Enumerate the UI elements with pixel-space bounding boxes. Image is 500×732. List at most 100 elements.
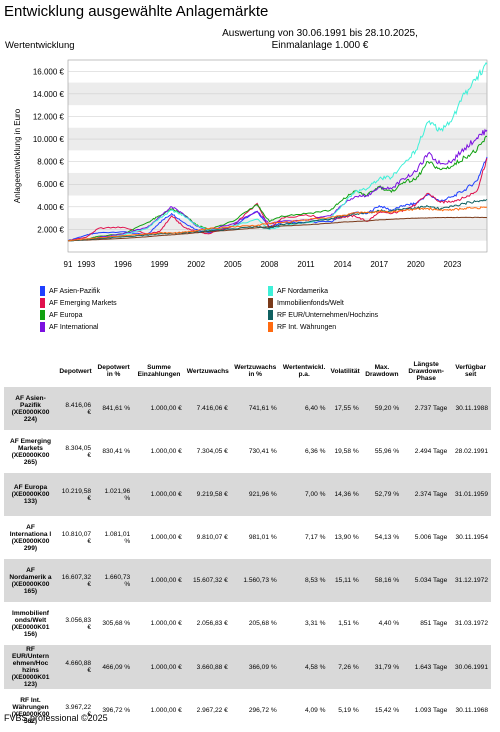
x-tick-label: 1993	[77, 260, 95, 269]
column-header: Depotwert in %	[97, 364, 130, 378]
table-cell: 7,26 %	[328, 645, 362, 689]
column-header: Wertentwickl. p.a.	[282, 364, 326, 378]
x-tick-label: 2011	[297, 260, 315, 269]
table-cell: 921,96 %	[230, 473, 280, 516]
series-line-2	[67, 135, 488, 242]
table-header-row: Depotwert Depotwert in % Summe Einzahlunge…	[4, 355, 491, 387]
column-header: Depotwert	[59, 367, 92, 375]
table-cell: 9.219,58 €	[184, 473, 231, 516]
table-cell: 1.643 Tage	[402, 645, 451, 689]
table-cell: 30.06.1991	[450, 645, 491, 689]
table-cell: 1.021,96 %	[94, 473, 134, 516]
y-tick-label: 14.000 €	[33, 90, 65, 99]
table-cell: 16.607,32 €	[57, 559, 95, 602]
performance-table: Depotwert Depotwert in % Summe Einzahlunge…	[4, 355, 491, 732]
column-header: Wertzuwachs in %	[234, 364, 277, 378]
column-header	[4, 355, 57, 387]
series-line-1	[67, 158, 488, 242]
table-cell: 1.660,73 %	[94, 559, 134, 602]
legend-label: RF EUR/Unternehmen/Hochzins	[277, 311, 379, 319]
table-cell: 10.219,58 €	[57, 473, 95, 516]
legend-label: AF Asien-Pazifik	[49, 287, 100, 295]
table-cell: 55,96 %	[374, 448, 400, 455]
table-cell: 7,17 %	[305, 534, 326, 541]
legend-item: AF Asien-Pazifik	[40, 286, 100, 296]
table-cell: 2.494 Tage	[414, 448, 448, 455]
table-cell: 1.000,00 €	[133, 559, 185, 602]
table-cell: 1.000,00 €	[150, 620, 182, 627]
table-cell: 19,58 %	[334, 448, 359, 455]
table-cell: 30.11.1954	[455, 534, 488, 541]
column-header: Volatilität	[330, 367, 360, 375]
table-cell: 2.056,83 €	[196, 620, 228, 627]
table-cell: 31.01.1959	[450, 473, 491, 516]
table-cell: 5.034 Tage	[402, 559, 451, 602]
table-cell: 59,20 %	[361, 387, 403, 430]
table-cell: 9.810,07 €	[196, 534, 228, 541]
x-tick-label: 2014	[334, 260, 352, 269]
legend-item: AF Emerging Markets	[40, 298, 117, 308]
legend-label: AF Europa	[49, 311, 83, 319]
table-row: RF Int. Währungen (XE0000K00 562) 3.967,2…	[4, 689, 491, 732]
plot-border	[67, 59, 488, 253]
legend-swatch	[268, 298, 273, 308]
table-cell: 6,40 %	[279, 387, 329, 430]
table-cell: 1.000,00 €	[133, 645, 185, 689]
series-line-6	[67, 198, 488, 242]
table-cell: 5.006 Tage	[414, 534, 448, 541]
legend-label: Immobilienfonds/Welt	[277, 299, 344, 307]
table-row: RF EUR/Untern ehmen/Hoc hzins (XE0000K01…	[4, 645, 491, 689]
table-cell: 7.304,05 €	[196, 448, 228, 455]
table-row: AF Emerging Markets (XE0000K00 265) 8.304…	[4, 430, 491, 473]
table-cell: 10.810,07 €	[61, 530, 92, 545]
table-cell: 3.967,22 €	[65, 703, 92, 718]
row-header: Immobilienf onds/Welt (XE0000K01 156)	[11, 609, 50, 638]
y-tick-label: 10.000 €	[33, 135, 65, 144]
y-tick-label: 6.000 €	[37, 180, 64, 189]
legend-label: AF Emerging Markets	[49, 299, 117, 307]
y-tick-label: 8.000 €	[37, 158, 64, 167]
table-body: AF Asien-Pazifik (XE0000K00 224) 8.416,06…	[4, 387, 491, 732]
table-cell: 31.12.1972	[450, 559, 491, 602]
legend-label: AF International	[49, 323, 99, 331]
table-cell: 52,79 %	[361, 473, 403, 516]
column-header: Verfügbar seit	[455, 364, 487, 378]
table-row: AF Internationa l (XE0000K00 299) 10.810,…	[4, 516, 491, 559]
x-tick-label: 2023	[444, 260, 462, 269]
table-cell: 4,58 %	[279, 645, 329, 689]
table-row: Immobilienf onds/Welt (XE0000K01 156) 3.0…	[4, 602, 491, 645]
table-cell: 14,36 %	[328, 473, 362, 516]
table-cell: 830,41 %	[102, 448, 131, 455]
table-cell: 1.000,00 €	[150, 707, 182, 714]
table-cell: 1.560,73 %	[230, 559, 280, 602]
table-cell: 741,61 %	[230, 387, 280, 430]
table-cell: 366,09 %	[230, 645, 280, 689]
legend-item: RF EUR/Unternehmen/Hochzins	[268, 310, 378, 320]
x-tick-label: 1996	[114, 260, 132, 269]
table-cell: 54,13 %	[374, 534, 400, 541]
x-tick-label: 2017	[370, 260, 388, 269]
y-tick-label: 12.000 €	[33, 112, 65, 121]
chart-subtitle: Auswertung von 30.06.1991 bis 28.10.2025…	[150, 28, 490, 52]
table-cell: 4,40 %	[378, 620, 400, 627]
table-cell: 4.660,88 €	[57, 645, 95, 689]
row-header: AF Asien-Pazifik (XE0000K00 224)	[4, 387, 57, 430]
table-cell: 2.967,22 €	[196, 707, 228, 714]
table-cell: 3,31 %	[305, 620, 326, 627]
column-header: Max. Drawdown	[365, 364, 399, 378]
x-tick-label: 91	[64, 260, 73, 269]
table-cell: 3.056,83 €	[65, 616, 92, 631]
table-row: AF Asien-Pazifik (XE0000K00 224) 8.416,06…	[4, 387, 491, 430]
table-cell: 15.607,32 €	[184, 559, 231, 602]
legend-label: RF Int. Währungen	[277, 323, 337, 331]
table-cell: 841,61 %	[94, 387, 134, 430]
subtitle-line-1: Auswertung von 30.06.1991 bis 28.10.2025…	[222, 28, 418, 39]
table-cell: 30.11.1968	[455, 707, 488, 714]
legend-item: AF International	[40, 322, 98, 332]
table-cell: 1.000,00 €	[133, 473, 185, 516]
row-header: AF Europa (XE0000K00 133)	[4, 473, 57, 516]
row-header: AF Nordamerik a (XE0000K00 165)	[4, 559, 57, 602]
table-cell: 58,16 %	[361, 559, 403, 602]
table-cell: 205,68 %	[248, 620, 277, 627]
table-cell: 4,09 %	[305, 707, 326, 714]
